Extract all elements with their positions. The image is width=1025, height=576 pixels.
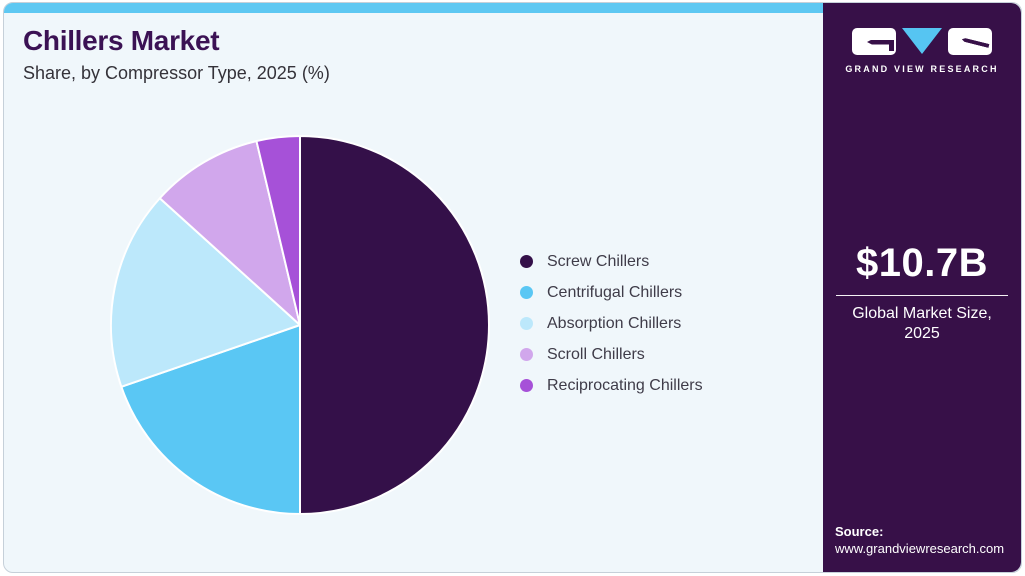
legend-item-screw-chillers: Screw Chillers xyxy=(520,246,703,277)
legend-item-centrifugal-chillers: Centrifugal Chillers xyxy=(520,277,703,308)
legend-dot xyxy=(520,255,533,268)
market-size-block: $10.7B Global Market Size, 2025 xyxy=(823,241,1021,344)
legend-item-reciprocating-chillers: Reciprocating Chillers xyxy=(520,370,703,401)
logo-v-triangle xyxy=(902,28,942,54)
logo-g-block xyxy=(852,27,896,55)
pie-chart xyxy=(110,135,490,515)
pie-slice-absorption-chillers xyxy=(110,197,301,388)
legend-item-absorption-chillers: Absorption Chillers xyxy=(520,308,703,339)
source-label: Source: xyxy=(835,524,884,539)
brand-logo: GRAND VIEW RESEARCH xyxy=(823,27,1021,74)
legend-dot xyxy=(520,317,533,330)
brand-name: GRAND VIEW RESEARCH xyxy=(845,64,999,74)
legend-label: Absorption Chillers xyxy=(547,314,682,332)
gvr-logo-icon xyxy=(823,27,1021,55)
legend-dot xyxy=(520,286,533,299)
logo-g-bar xyxy=(867,39,894,45)
logo-g-tick xyxy=(889,42,894,51)
pie-slice-scroll-chillers xyxy=(158,140,301,326)
accent-topbar xyxy=(4,3,824,13)
pie-chart-container xyxy=(109,134,491,516)
logo-r-block xyxy=(948,27,992,55)
source-url: www.grandviewresearch.com xyxy=(835,541,1005,556)
pie-slice-reciprocating-chillers xyxy=(255,135,301,326)
legend-item-scroll-chillers: Scroll Chillers xyxy=(520,339,703,370)
pie-slice-screw-chillers xyxy=(299,135,490,515)
header: Chillers Market Share, by Compressor Typ… xyxy=(23,25,330,84)
legend-label: Centrifugal Chillers xyxy=(547,283,683,301)
legend-label: Screw Chillers xyxy=(547,252,650,270)
page-title: Chillers Market xyxy=(23,25,220,56)
market-size-label-line1: Global Market Size, xyxy=(852,305,992,322)
source-block: Source: www.grandviewresearch.com xyxy=(835,524,1004,556)
page-subtitle: Share, by Compressor Type, 2025 (%) xyxy=(23,63,330,83)
logo-r-diagonal xyxy=(961,37,989,48)
legend-dot xyxy=(520,379,533,392)
legend-label: Reciprocating Chillers xyxy=(547,376,703,394)
infographic-card: Chillers Market Share, by Compressor Typ… xyxy=(3,2,1022,573)
market-size-value: $10.7B xyxy=(856,241,988,285)
legend-dot xyxy=(520,348,533,361)
market-size-divider xyxy=(836,295,1008,296)
market-size-label-line2: 2025 xyxy=(904,325,940,342)
legend: Screw Chillers Centrifugal Chillers Absorp… xyxy=(520,246,703,401)
brand-panel: GRAND VIEW RESEARCH $10.7B Global Market… xyxy=(823,3,1021,572)
legend-label: Scroll Chillers xyxy=(547,345,645,363)
